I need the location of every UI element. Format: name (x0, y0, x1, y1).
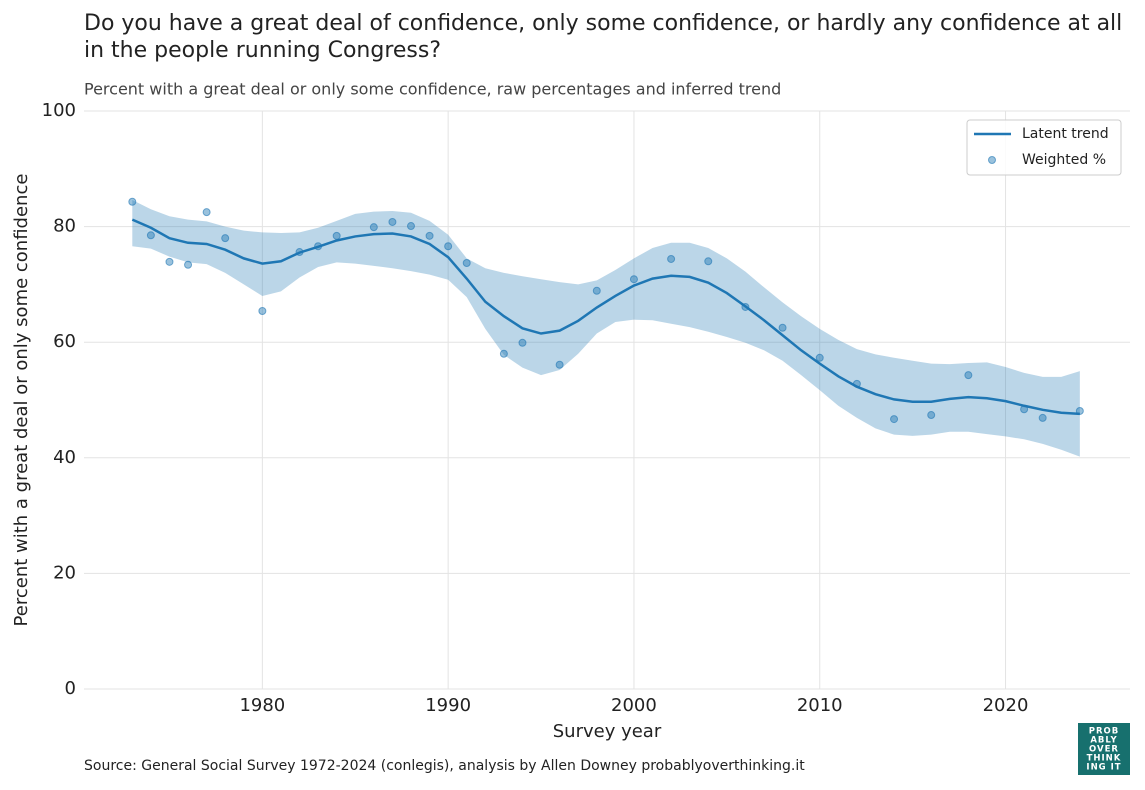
data-point (425, 231, 434, 240)
logo-text: ING IT (1086, 763, 1121, 773)
source-note: Source: General Social Survey 1972-2024 … (84, 758, 805, 774)
logo-text: ABLY (1090, 736, 1117, 746)
y-tick-label: 80 (53, 216, 76, 237)
data-point (462, 259, 471, 268)
data-point (890, 415, 899, 424)
legend-marker (988, 156, 996, 164)
data-point (444, 242, 453, 251)
data-point (667, 254, 676, 263)
confidence-band (132, 200, 1080, 457)
x-tick-label: 2000 (611, 695, 657, 716)
data-point (555, 360, 564, 369)
data-point (295, 248, 304, 257)
y-tick-label: 20 (53, 562, 76, 583)
legend-label: Weighted % (1022, 152, 1106, 168)
trend-line (131, 218, 1080, 416)
data-point (1020, 405, 1029, 414)
y-tick-label: 60 (53, 331, 76, 352)
x-tick-label: 2020 (983, 695, 1029, 716)
data-point (184, 260, 193, 269)
data-point (369, 223, 378, 232)
data-point (704, 257, 713, 266)
y-tick-label: 100 (42, 100, 76, 121)
y-tick-label: 0 (65, 678, 76, 699)
legend-label: Latent trend (1022, 126, 1109, 142)
data-point (221, 234, 230, 243)
x-axis-label: Survey year (553, 721, 662, 742)
y-axis-label: Percent with a great deal or only some c… (11, 174, 32, 627)
data-point (388, 217, 397, 226)
data-point (852, 379, 861, 388)
logo-text: PROB (1089, 727, 1119, 737)
logo-box (1078, 723, 1130, 775)
data-point (146, 231, 155, 240)
data-point (314, 242, 323, 251)
chart-title: in the people running Congress? (84, 38, 441, 63)
data-point (741, 302, 750, 311)
data-point (1075, 406, 1084, 415)
x-tick-label: 1990 (425, 695, 471, 716)
data-point (128, 197, 137, 206)
chart-title: Do you have a great deal of confidence, … (84, 11, 1122, 36)
data-point (1038, 413, 1047, 422)
data-point (406, 222, 415, 231)
data-point (778, 323, 787, 332)
x-tick-label: 1980 (239, 695, 285, 716)
data-point (332, 231, 341, 240)
data-point (927, 411, 936, 420)
data-point (165, 257, 174, 266)
data-point (815, 353, 824, 362)
data-point (258, 306, 267, 315)
chart-subtitle: Percent with a great deal or only some c… (84, 80, 781, 99)
data-point (202, 208, 211, 217)
y-tick-label: 40 (53, 447, 76, 468)
logo-text: THINK (1087, 754, 1122, 764)
logo-text: OVER (1089, 745, 1119, 755)
data-point (964, 371, 973, 380)
data-point (592, 286, 601, 295)
data-point (499, 349, 508, 358)
data-point (629, 275, 638, 284)
x-tick-label: 2010 (797, 695, 843, 716)
data-point (518, 338, 527, 347)
